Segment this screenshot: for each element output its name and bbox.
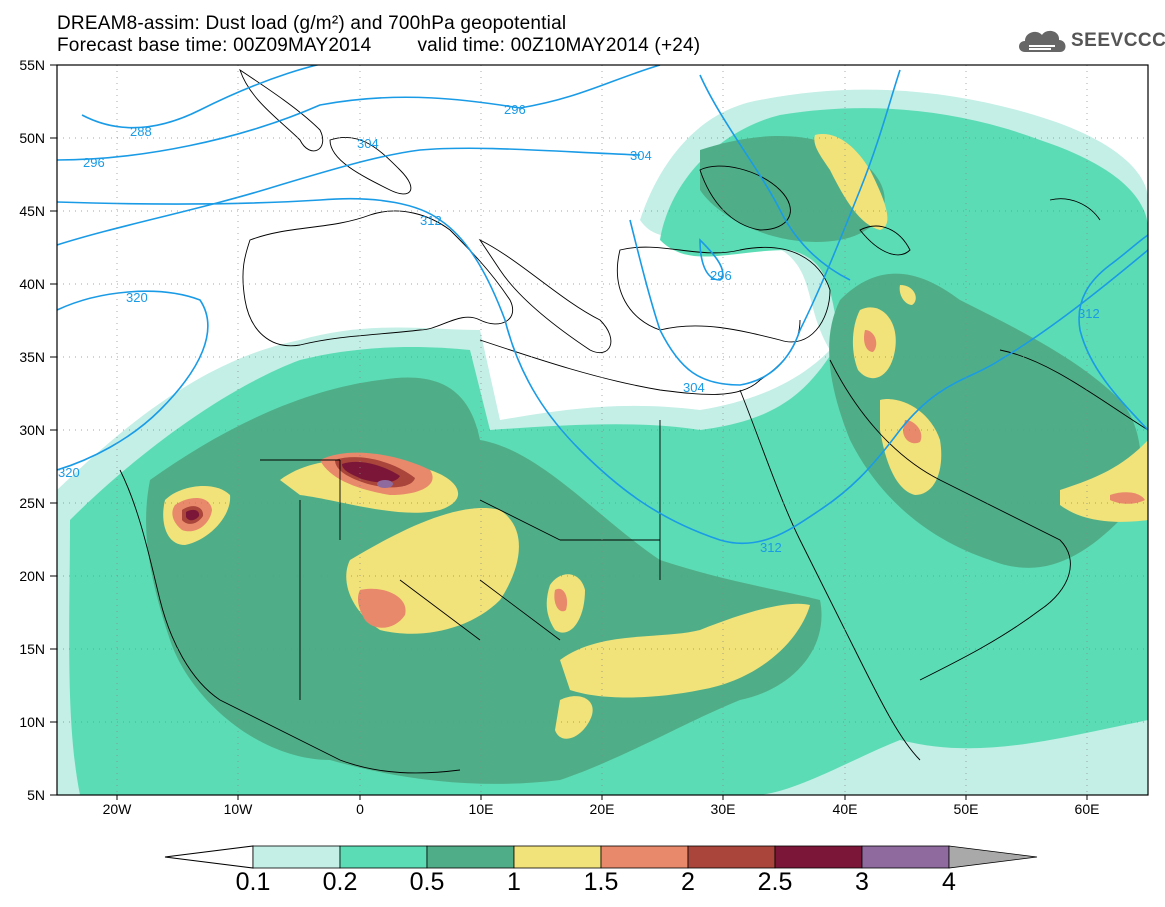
lat-label: 40N bbox=[19, 276, 45, 292]
lat-label: 25N bbox=[19, 495, 45, 511]
lon-label: 10W bbox=[224, 801, 254, 817]
contour-label: 288 bbox=[130, 124, 152, 139]
colorbar-label: 0.5 bbox=[409, 868, 445, 896]
colorbar bbox=[164, 845, 1038, 869]
contour-labels: 288 296 296 304 304 312 296 312 320 320 … bbox=[58, 102, 1100, 555]
lat-axis: 55N 50N 45N 40N 35N 30N 25N 20N 15N 10N … bbox=[19, 57, 45, 803]
contour-label: 312 bbox=[760, 540, 782, 555]
map-subtitle: Forecast base time: 00Z09MAY2014 valid ti… bbox=[57, 36, 700, 56]
lon-label: 20E bbox=[590, 801, 615, 817]
colorbar-label: 0.2 bbox=[322, 868, 358, 896]
colorbar-swatch bbox=[774, 845, 863, 869]
contour-label: 296 bbox=[710, 268, 732, 283]
colorbar-label: 4 bbox=[942, 868, 956, 896]
logo-text: SEEVCCC bbox=[1071, 30, 1165, 51]
lat-label: 10N bbox=[19, 714, 45, 730]
geopotential-contours bbox=[57, 65, 1148, 545]
lat-label: 20N bbox=[19, 568, 45, 584]
lon-ticks bbox=[116, 795, 1088, 800]
contour-label: 304 bbox=[630, 148, 652, 163]
lon-label: 0 bbox=[356, 801, 364, 817]
lon-label: 40E bbox=[833, 801, 858, 817]
colorbar-swatch bbox=[513, 845, 602, 869]
cloud-icon bbox=[1019, 30, 1066, 52]
lat-label: 30N bbox=[19, 422, 45, 438]
seevccc-logo: SEEVCCC bbox=[1015, 24, 1165, 60]
dust-load-field bbox=[57, 65, 1148, 795]
contour-label: 320 bbox=[58, 465, 80, 480]
lat-label: 35N bbox=[19, 349, 45, 365]
colorbar-swatch bbox=[861, 845, 950, 869]
lon-label: 20W bbox=[103, 801, 133, 817]
colorbar-high-arrow bbox=[948, 845, 1038, 869]
colorbar-label: 1.5 bbox=[583, 868, 619, 896]
colorbar-low-arrow bbox=[164, 845, 254, 869]
lat-label: 15N bbox=[19, 641, 45, 657]
colorbar-label: 0.1 bbox=[235, 868, 271, 896]
contour-label: 312 bbox=[420, 213, 442, 228]
colorbar-label: 1 bbox=[507, 868, 521, 896]
lat-ticks bbox=[50, 64, 57, 796]
valid-time-label: valid time: 00Z10MAY2014 (+24) bbox=[417, 35, 701, 56]
lat-label: 45N bbox=[19, 203, 45, 219]
contour-label: 304 bbox=[357, 136, 379, 151]
colorbar-swatch bbox=[252, 845, 341, 869]
map-title: DREAM8-assim: Dust load (g/m²) and 700hP… bbox=[57, 13, 567, 34]
colorbar-label: 2.5 bbox=[757, 868, 793, 896]
lat-label: 5N bbox=[27, 787, 45, 803]
lon-axis: 20W 10W 0 10E 20E 30E 40E 50E 60E bbox=[103, 801, 1100, 817]
colorbar-label: 2 bbox=[681, 868, 695, 896]
lon-label: 50E bbox=[954, 801, 979, 817]
colorbar-swatch bbox=[600, 845, 689, 869]
lon-label: 10E bbox=[469, 801, 494, 817]
colorbar-swatch bbox=[339, 845, 428, 869]
colorbar-swatch bbox=[687, 845, 776, 869]
lat-label: 50N bbox=[19, 130, 45, 146]
contour-label: 296 bbox=[83, 155, 105, 170]
lat-label: 55N bbox=[19, 57, 45, 73]
colorbar-label: 3 bbox=[855, 868, 869, 896]
contour-label: 304 bbox=[683, 380, 705, 395]
colorbar-swatch bbox=[426, 845, 515, 869]
contour-label: 312 bbox=[1078, 306, 1100, 321]
contour-label: 320 bbox=[126, 290, 148, 305]
contour-label: 296 bbox=[504, 102, 526, 117]
lon-label: 30E bbox=[711, 801, 736, 817]
lon-label: 60E bbox=[1075, 801, 1100, 817]
base-time-label: Forecast base time: 00Z09MAY2014 bbox=[57, 35, 372, 56]
